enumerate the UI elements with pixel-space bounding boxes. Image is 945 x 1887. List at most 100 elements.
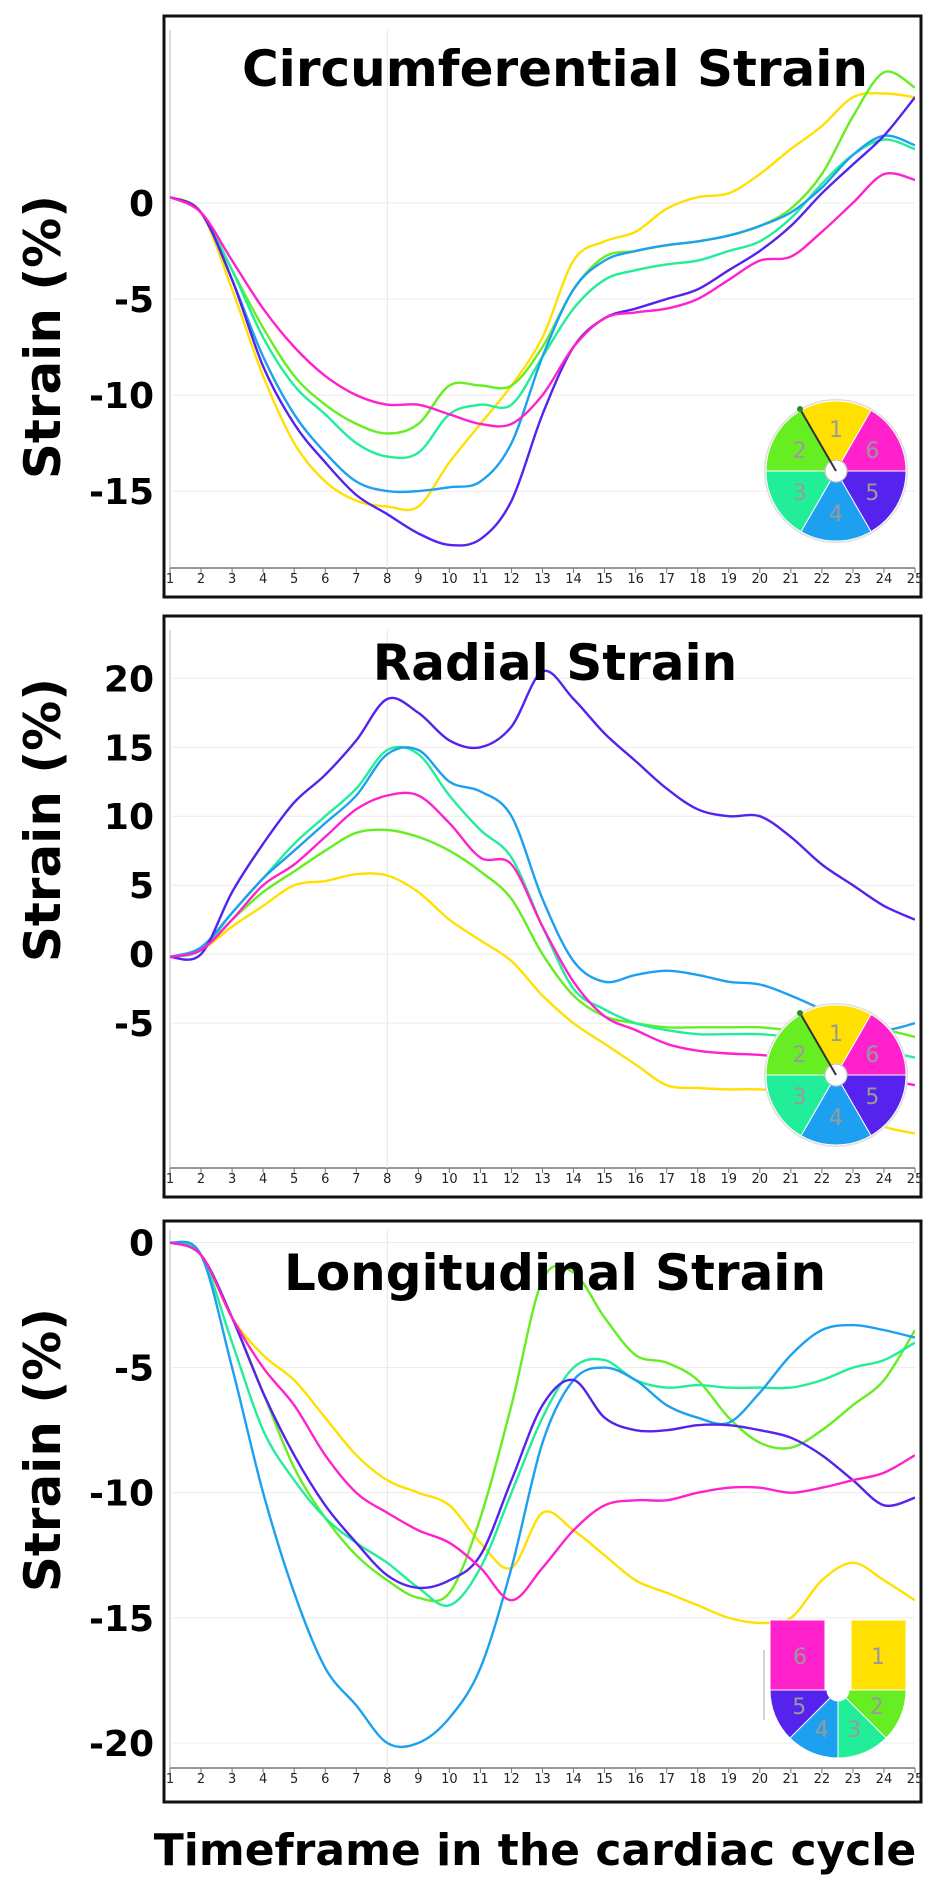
x-tick-label: 15	[596, 1772, 613, 1787]
legend-segment-label: 6	[865, 439, 879, 464]
series-line-segment-1	[170, 91, 915, 512]
legend-segment-label: 5	[792, 1695, 806, 1720]
x-tick-label: 5	[290, 572, 298, 587]
x-tick-label: 12	[503, 1772, 520, 1787]
legend-pointer-tip	[797, 1010, 803, 1016]
legend-segment-label: 5	[865, 1085, 879, 1110]
panel-circumferential: 1 2 3 4 5 6 7 8 9 10 11 12 13 14 15 16 17 18 19 20 21 22 23 24 2…	[14, 14, 923, 599]
y-tick-label: 5	[129, 866, 154, 907]
x-tick-label: 13	[534, 1772, 551, 1787]
y-axis-label: Strain (%)	[14, 678, 72, 962]
legend-segment-1	[850, 1619, 907, 1691]
series-line-segment-5	[170, 1241, 915, 1590]
panel-radial: 1 2 3 4 5 6 7 8 9 10 11 12 13 14 15 16 17 18 19 20 21 22 23 24 2…	[14, 614, 924, 1199]
x-tick-label: 11	[472, 1772, 489, 1787]
x-tick-label: 22	[814, 572, 831, 587]
x-tick-label: 3	[228, 1172, 236, 1187]
legend-segment-label: 5	[865, 481, 879, 506]
x-tick-label: 14	[565, 1172, 582, 1187]
x-tick-label: 23	[845, 1772, 862, 1787]
bullseye-legend: 16 543 2	[764, 399, 908, 543]
x-tick-label: 8	[383, 572, 391, 587]
y-tick-label: -10	[89, 376, 154, 417]
legend-pointer	[799, 408, 837, 472]
x-tick-label: 11	[472, 1172, 489, 1187]
legend-segment-label: 4	[829, 1106, 843, 1131]
legend-segment-label: 6	[793, 1645, 807, 1670]
y-tick-labels: 20 15 10 5 0 -5	[104, 659, 154, 1045]
x-tick-label: 21	[783, 1172, 800, 1187]
x-tick-label: 22	[814, 1172, 831, 1187]
x-tick-label: 2	[197, 1772, 205, 1787]
x-tick-label: 13	[534, 572, 551, 587]
x-tick-label: 9	[414, 1772, 422, 1787]
legend-segment-label: 3	[793, 1085, 807, 1110]
y-tick-label: 0	[129, 184, 154, 225]
x-tick-label: 15	[596, 1172, 613, 1187]
y-axis-label: Strain (%)	[14, 195, 72, 479]
bullseye-legend: 16 543 2	[764, 1003, 908, 1147]
x-tick-label: 17	[658, 1772, 675, 1787]
legend-segment-label: 2	[793, 1043, 807, 1068]
x-tick-label: 13	[534, 1172, 551, 1187]
chart-title: Radial Strain	[373, 634, 738, 692]
legend-segment-label: 1	[871, 1645, 885, 1670]
y-tick-label: -5	[114, 280, 154, 321]
series-line-segment-1	[170, 1241, 915, 1625]
legend-segment-label: 6	[865, 1043, 879, 1068]
y-tick-label: 15	[104, 728, 154, 769]
y-axis-label: Strain (%)	[14, 1308, 72, 1592]
x-tick-label: 16	[627, 1172, 644, 1187]
legend-segment-label: 2	[793, 439, 807, 464]
y-tick-label: -15	[89, 1599, 154, 1640]
series-line-segment-2	[170, 70, 915, 435]
x-tick-label: 17	[658, 1172, 675, 1187]
series-line-segment-6	[170, 1241, 915, 1602]
x-tick-label: 8	[383, 1772, 391, 1787]
x-tick-label: 5	[290, 1172, 298, 1187]
x-tick-labels: 1 2 3 4 5 6 7 8 9 10 11 12 13 14 15 16 17 18 19 20 21 22 23 24 2…	[166, 568, 923, 587]
x-axis-label: Timeframe in the cardiac cycle	[154, 1825, 916, 1876]
x-tick-label: 11	[472, 572, 489, 587]
x-tick-label: 18	[689, 1172, 706, 1187]
y-tick-label: 20	[104, 659, 154, 700]
x-tick-label: 4	[259, 1172, 267, 1187]
x-tick-label: 7	[352, 1172, 360, 1187]
x-tick-label: 10	[441, 1772, 458, 1787]
x-tick-label: 24	[876, 1772, 893, 1787]
x-tick-label: 20	[752, 572, 769, 587]
series-lines	[170, 1240, 915, 1749]
x-tick-label: 6	[321, 572, 329, 587]
series-line-segment-3	[170, 1241, 915, 1608]
x-tick-label: 1	[166, 1772, 174, 1787]
x-tick-label: 16	[627, 572, 644, 587]
x-tick-label: 4	[259, 1772, 267, 1787]
y-tick-label: -5	[114, 1349, 154, 1390]
x-tick-label: 15	[596, 572, 613, 587]
x-tick-label: 1	[166, 1172, 174, 1187]
x-tick-label: 19	[720, 1172, 737, 1187]
legend-segment-label: 2	[870, 1695, 884, 1720]
x-tick-label: 14	[565, 1772, 582, 1787]
legend-segment-6	[769, 1619, 826, 1691]
x-tick-label: 3	[228, 572, 236, 587]
x-tick-label: 2	[197, 1172, 205, 1187]
legend-segment-label: 3	[793, 481, 807, 506]
legend-segment-label: 1	[829, 418, 843, 443]
y-tick-label: -20	[89, 1724, 154, 1765]
x-tick-label: 6	[321, 1772, 329, 1787]
x-tick-label: 25	[907, 1172, 924, 1187]
x-tick-label: 20	[752, 1172, 769, 1187]
legend-segment-label: 4	[829, 502, 843, 527]
x-tick-label: 9	[414, 1172, 422, 1187]
x-tick-label: 4	[259, 572, 267, 587]
series-line-segment-6	[170, 172, 915, 428]
x-tick-label: 25	[907, 1772, 924, 1787]
y-tick-label: -15	[89, 472, 154, 513]
legend-segment-label: 4	[815, 1718, 829, 1743]
x-tick-label: 9	[414, 572, 422, 587]
y-tick-labels: 0 -5 -10 -15	[89, 184, 154, 513]
y-tick-labels: 0 -5 -10 -15 -20	[89, 1224, 154, 1765]
y-tick-label: 0	[129, 1224, 154, 1265]
